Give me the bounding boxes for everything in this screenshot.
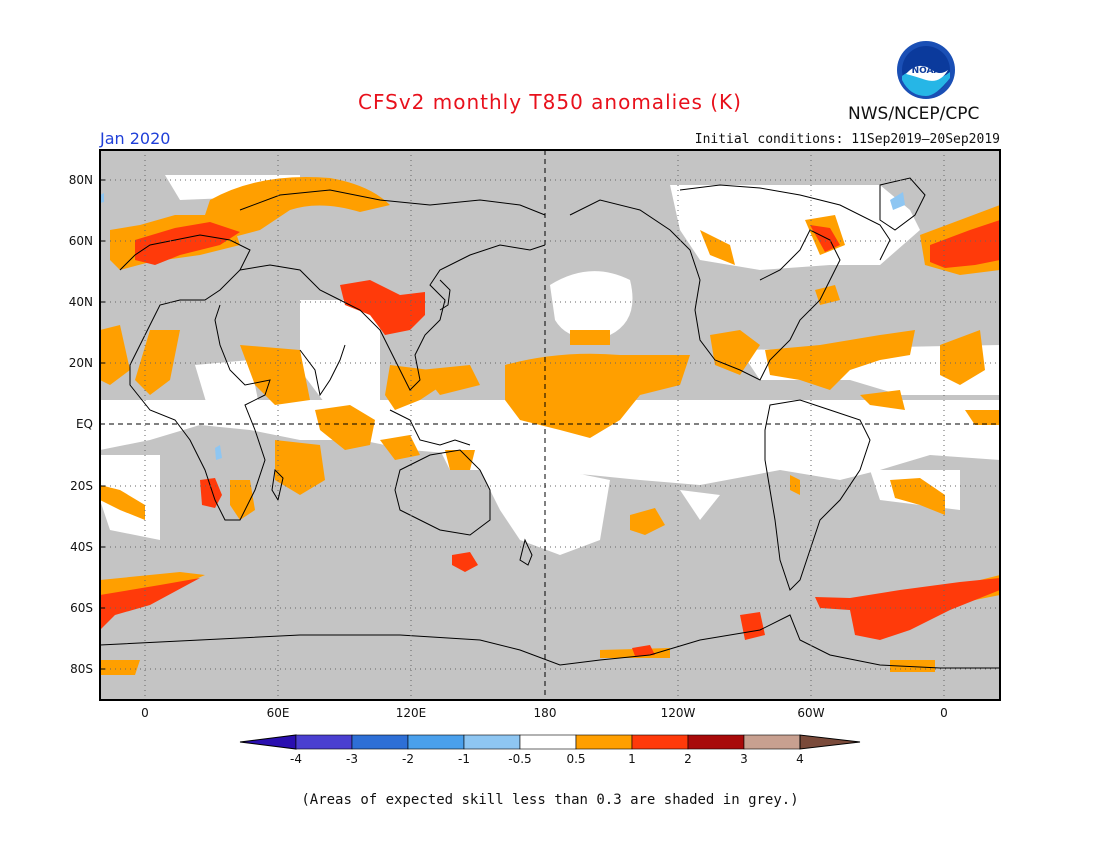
- colorbar-swatch: [295, 734, 353, 750]
- lon-tick-label: 60E: [267, 706, 290, 720]
- colorbar-tick-label: -0.5: [508, 752, 531, 766]
- colorbar-tick-label: -1: [458, 752, 470, 766]
- lon-tick-label: 120W: [661, 706, 696, 720]
- logo-text: NOAA: [912, 66, 941, 76]
- noaa-logo: NOAA: [897, 41, 955, 99]
- colorbar-swatch: [575, 734, 633, 750]
- colorbar-swatch: [743, 734, 801, 750]
- lat-tick-label: 80N: [69, 173, 93, 187]
- colorbar-tick-label: -3: [346, 752, 358, 766]
- lon-tick-label: 180: [534, 706, 557, 720]
- lat-tick-label: 20S: [70, 479, 93, 493]
- colorbar-arrow-low: [239, 734, 297, 750]
- lat-tick-label: EQ: [76, 417, 93, 431]
- longitude-labels: 0 60E 120E 180 120W 60W 0: [141, 706, 948, 720]
- colorbar-tick-label: 2: [684, 752, 692, 766]
- forecast-month: Jan 2020: [100, 129, 171, 148]
- lat-tick-label: 80S: [70, 662, 93, 676]
- map-title: CFSv2 monthly T850 anomalies (K): [358, 90, 742, 114]
- lon-tick-label: 60W: [797, 706, 824, 720]
- lat-tick-label: 20N: [69, 356, 93, 370]
- lon-tick-label: 0: [141, 706, 149, 720]
- lat-tick-label: 60N: [69, 234, 93, 248]
- colorbar-tick-label: 4: [796, 752, 804, 766]
- colorbar-arrow-high: [799, 734, 861, 750]
- lat-tick-label: 40S: [70, 540, 93, 554]
- lat-tick-label: 40N: [69, 295, 93, 309]
- colorbar-swatch: [687, 734, 745, 750]
- colorbar-swatch: [631, 734, 689, 750]
- colorbar-tick-label: 0.5: [566, 752, 585, 766]
- colorbar-swatch: [407, 734, 465, 750]
- graticule: [100, 150, 1000, 700]
- colorbar-tick-label: -4: [290, 752, 302, 766]
- lon-tick-label: 120E: [396, 706, 427, 720]
- lon-tick-label: 0: [940, 706, 948, 720]
- caption: (Areas of expected skill less than 0.3 a…: [301, 792, 799, 808]
- colorbar-swatch: [463, 734, 521, 750]
- colorbar-swatch: [351, 734, 409, 750]
- initial-conditions: Initial conditions: 11Sep2019–20Sep2019: [694, 132, 1000, 147]
- colorbar-tick-label: -2: [402, 752, 414, 766]
- colorbar-tick-label: 3: [740, 752, 748, 766]
- colorbar-swatch: [519, 734, 577, 750]
- colorbar-tick-label: 1: [628, 752, 636, 766]
- colorbar: -4 -3 -2 -1 -0.5 0.5 1 2 3 4: [239, 734, 861, 766]
- latitude-labels: 80N 60N 40N 20N EQ 20S 40S 60S 80S: [69, 173, 105, 676]
- coastlines: [99, 177, 1000, 669]
- lat-tick-label: 60S: [70, 601, 93, 615]
- map-frame: [99, 149, 1001, 701]
- agency-label: NWS/NCEP/CPC: [848, 104, 980, 124]
